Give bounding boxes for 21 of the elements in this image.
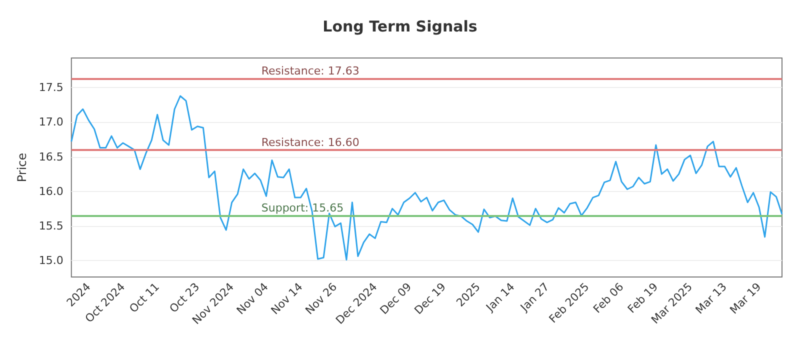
line-series [70,95,783,260]
chart-title: Long Term Signals [322,18,478,36]
x-tick-label: Jan 27 [517,280,552,315]
y-tick-label: 17.5 [38,81,64,94]
x-tick-label: Feb 06 [590,280,626,316]
y-tick-label: 15.0 [38,254,64,267]
y-tick-label: 16.0 [38,184,64,198]
x-tick-label: Dec 19 [412,280,448,317]
x-tick-label: Jan 14 [483,280,518,315]
x-tick-label: Nov 04 [234,280,271,318]
y-tick-label: 15.5 [38,219,64,232]
y-tick-label: 16.5 [38,150,64,164]
ref-line-label: Resistance: 16.60 [261,136,360,149]
x-tick-label: Oct 11 [126,280,162,316]
ref-line-label: Support: 15.65 [261,202,344,215]
x-tick-label: Mar 13 [693,280,730,317]
y-tick-label: 17.0 [38,116,64,129]
y-axis-title: Price [15,152,29,182]
ref-line-label: Resistance: 17.63 [261,64,360,78]
x-tick-label: Mar 19 [727,280,764,317]
x-tick-label: Dec 09 [378,280,414,317]
